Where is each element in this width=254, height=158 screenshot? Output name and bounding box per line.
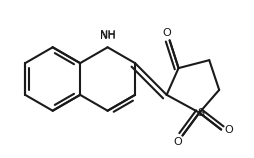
Text: NH: NH <box>100 30 117 40</box>
Text: O: O <box>225 125 233 135</box>
Text: S: S <box>197 108 204 118</box>
Text: O: O <box>162 28 171 38</box>
Text: NH: NH <box>100 31 115 41</box>
Text: O: O <box>173 137 182 147</box>
